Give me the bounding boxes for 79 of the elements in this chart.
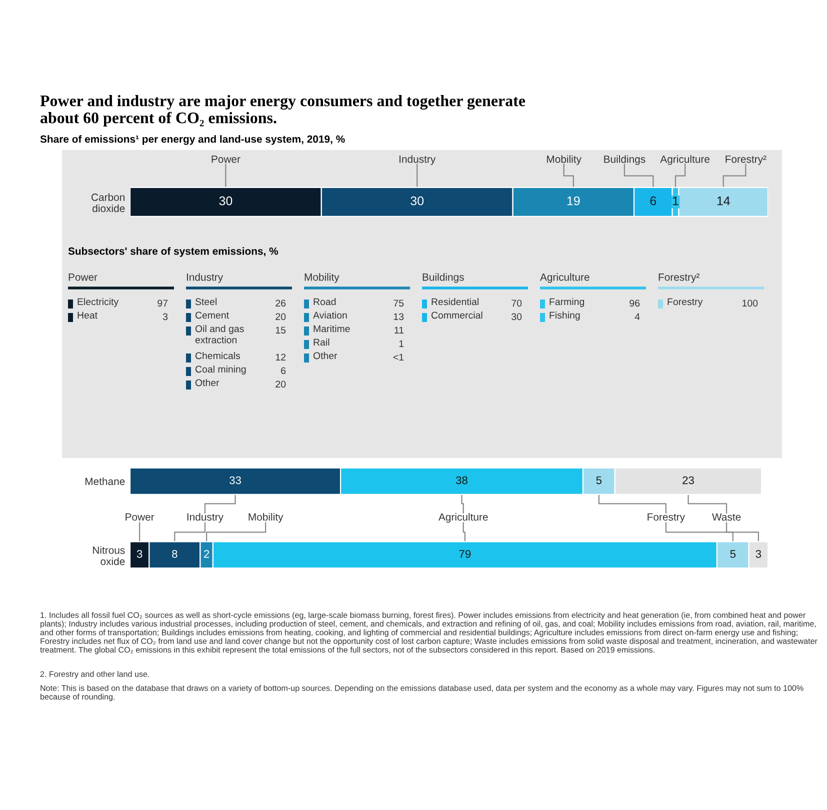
text: Forestry² <box>726 156 766 165</box>
data-label: 5 <box>596 476 602 484</box>
category-label: Commercial <box>431 312 482 319</box>
series-label: Industry <box>187 513 224 523</box>
y-tick-label: Nitrous oxide <box>93 546 125 566</box>
data-label: 1 <box>399 340 404 348</box>
text: Mobility <box>547 155 582 165</box>
category-label: Chemicals <box>195 352 240 360</box>
text: Agriculture <box>660 155 710 165</box>
data-label: 3 <box>756 550 762 558</box>
data-label: 19 <box>567 196 580 206</box>
data-label: 23 <box>682 476 694 484</box>
data-label: 30 <box>410 196 424 206</box>
data-label: 97 <box>158 300 168 307</box>
category-label: Farming <box>550 298 584 308</box>
data-label: 6 <box>281 367 286 374</box>
data-label: 5 <box>730 550 736 558</box>
category-label: Rail <box>314 338 330 346</box>
category-label: Forestry <box>668 298 703 308</box>
data-label: 6 <box>650 196 656 206</box>
data-label: 13 <box>394 313 404 320</box>
data-label: 20 <box>276 380 286 388</box>
category-label: Road <box>314 298 336 306</box>
text: Forestry <box>648 513 685 523</box>
text: Power <box>126 513 154 521</box>
category-label: Oil and gas extraction <box>195 325 244 344</box>
text: Power <box>212 156 240 163</box>
data-label: 30 <box>219 196 232 206</box>
data-label: 96 <box>630 300 640 307</box>
category-label: Heat <box>78 312 98 319</box>
chart-subtitle: Share of emissions¹ per energy and land-use system, 2019, % <box>40 135 345 145</box>
data-label: 79 <box>459 550 471 558</box>
data-label: 8 <box>172 550 178 558</box>
category-label: Electricity <box>78 298 119 308</box>
category-label: Other <box>195 379 220 386</box>
data-label: 2 <box>204 550 210 558</box>
data-label: 3 <box>136 550 142 558</box>
data-label: 30 <box>512 313 522 320</box>
data-label: 26 <box>276 300 286 307</box>
data-label: 4 <box>634 313 640 320</box>
text: Industry <box>400 155 436 165</box>
text: 2. Forestry and other land use. <box>40 671 149 679</box>
data-label: 15 <box>276 326 286 334</box>
category-label: Residential <box>432 298 478 306</box>
text: Buildings <box>422 273 464 283</box>
text: Forestry² <box>658 273 700 283</box>
series-label: Waste <box>712 513 741 521</box>
data-label: 1 <box>672 196 678 206</box>
y-tick-label: Carbon dioxide <box>92 193 125 212</box>
text: Mobility <box>248 513 284 523</box>
text: 1. Includes all fossil fuel CO₂ sources as well as short-cycle emissions (eg, large-scale biomass burning, forest fires). Power includes emissions from electricity and heat generation (ie, from combined heat and power plants); Industry includes various industrial processes, including production of steel, cement, and chemicals, and extraction and refining of oil, gas, and coal; Mobility includes emissions from road, aviation, rail, maritime, and other forms of transportation; Buildings includes emissions from heating, cooking, and lighting of commercial and residential buildings; Agriculture includes emissions from direct on-farm energy use and fishing; Forestry includes net flux of CO₂ from land use and land cover change but not the opportunity cost of lost carbon capture; Waste includes emissions from solid waste disposal and treatment, incineration, and wastewater treatment. The global CO₂ emissions in this exhibit represent the total emissions of the full sectors, not of the subsectors considered in this report. Based on 2019 emissions. <box>40 612 818 654</box>
category-label: Coal mining <box>195 366 246 375</box>
data-label: 20 <box>276 313 286 320</box>
category-label: Steel <box>195 298 217 306</box>
text: Buildings <box>604 155 646 165</box>
data-label: 100 <box>742 300 758 307</box>
text: Note: This is based on the database that draws on a variety of bottom-up sources. Depending on the emissions database used, data per system and the economy as a whole may vary. Figures may not sum to 100% because of rounding. <box>40 685 804 702</box>
data-label: 3 <box>162 313 168 320</box>
text: Subsectors' share of system emissions, % <box>68 247 278 257</box>
data-label: 12 <box>276 354 286 361</box>
data-label: 75 <box>394 300 404 307</box>
data-label: 70 <box>512 300 522 307</box>
text: Power <box>68 274 98 281</box>
text: Mobility <box>304 273 340 283</box>
chart-title: Power and industry are major energy consumers and together generate about 60 percent of CO₂ emissions. <box>40 95 526 127</box>
category-label: Cement <box>195 312 229 319</box>
category-label: Fishing <box>550 312 580 321</box>
data-label: 38 <box>456 476 468 484</box>
data-label: 11 <box>394 326 404 334</box>
category-label: Maritime <box>314 325 350 332</box>
text: Industry <box>186 273 224 283</box>
y-tick-label: Methane <box>85 477 125 486</box>
data-label: 14 <box>717 196 730 206</box>
data-label: <1 <box>393 354 404 361</box>
category-label: Aviation <box>313 312 347 319</box>
text: Agriculture <box>540 273 590 283</box>
category-label: Other <box>313 352 338 360</box>
data-label: 33 <box>230 476 241 484</box>
series-label: Agriculture <box>438 513 488 523</box>
